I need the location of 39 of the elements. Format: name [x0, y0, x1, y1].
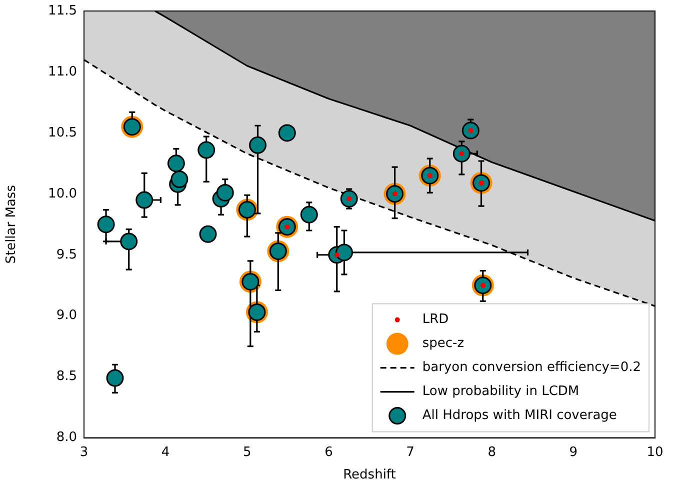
- point: [199, 225, 217, 243]
- y-tick-label: 8.5: [56, 369, 77, 384]
- point: [300, 206, 318, 224]
- point: [106, 369, 124, 387]
- x-tick-label: 5: [243, 444, 252, 460]
- x-tick-label: 6: [324, 444, 333, 460]
- legend-label: spec-z: [422, 336, 464, 352]
- legend-label: Low probability in LCDM: [422, 384, 580, 400]
- point: [97, 216, 115, 234]
- y-tick-label: 11.5: [48, 3, 77, 18]
- y-tick-label: 8.0: [56, 430, 77, 446]
- y-axis-title: Stellar Mass: [4, 184, 20, 264]
- x-tick-label: 8: [488, 444, 496, 460]
- point: [198, 141, 216, 159]
- y-tick-label: 10.5: [48, 125, 77, 140]
- point: [216, 184, 234, 202]
- y-tick-label: 11.0: [48, 64, 77, 80]
- x-tick-label: 9: [569, 444, 578, 460]
- point: [167, 154, 185, 172]
- point: [462, 122, 480, 140]
- x-tick-label: 4: [161, 444, 170, 460]
- point: [335, 244, 353, 262]
- x-tick-label: 10: [646, 444, 664, 460]
- point: [248, 136, 266, 154]
- x-tick-label: 7: [406, 444, 414, 460]
- point: [340, 190, 358, 208]
- legend-label: LRD: [422, 312, 449, 328]
- legend-label: All Hdrops with MIRI coverage: [422, 408, 617, 424]
- point: [120, 232, 138, 250]
- point: [136, 191, 154, 209]
- x-axis-title: Redshift: [343, 468, 396, 483]
- y-tick-label: 10.0: [48, 186, 77, 202]
- x-tick-label: 3: [80, 444, 88, 460]
- legend-label: baryon conversion efficiency=0.2: [422, 360, 641, 376]
- point: [170, 170, 188, 188]
- y-tick-label: 9.5: [56, 247, 77, 262]
- point: [452, 144, 470, 162]
- point: [278, 124, 296, 142]
- y-tick-label: 9.0: [56, 308, 77, 324]
